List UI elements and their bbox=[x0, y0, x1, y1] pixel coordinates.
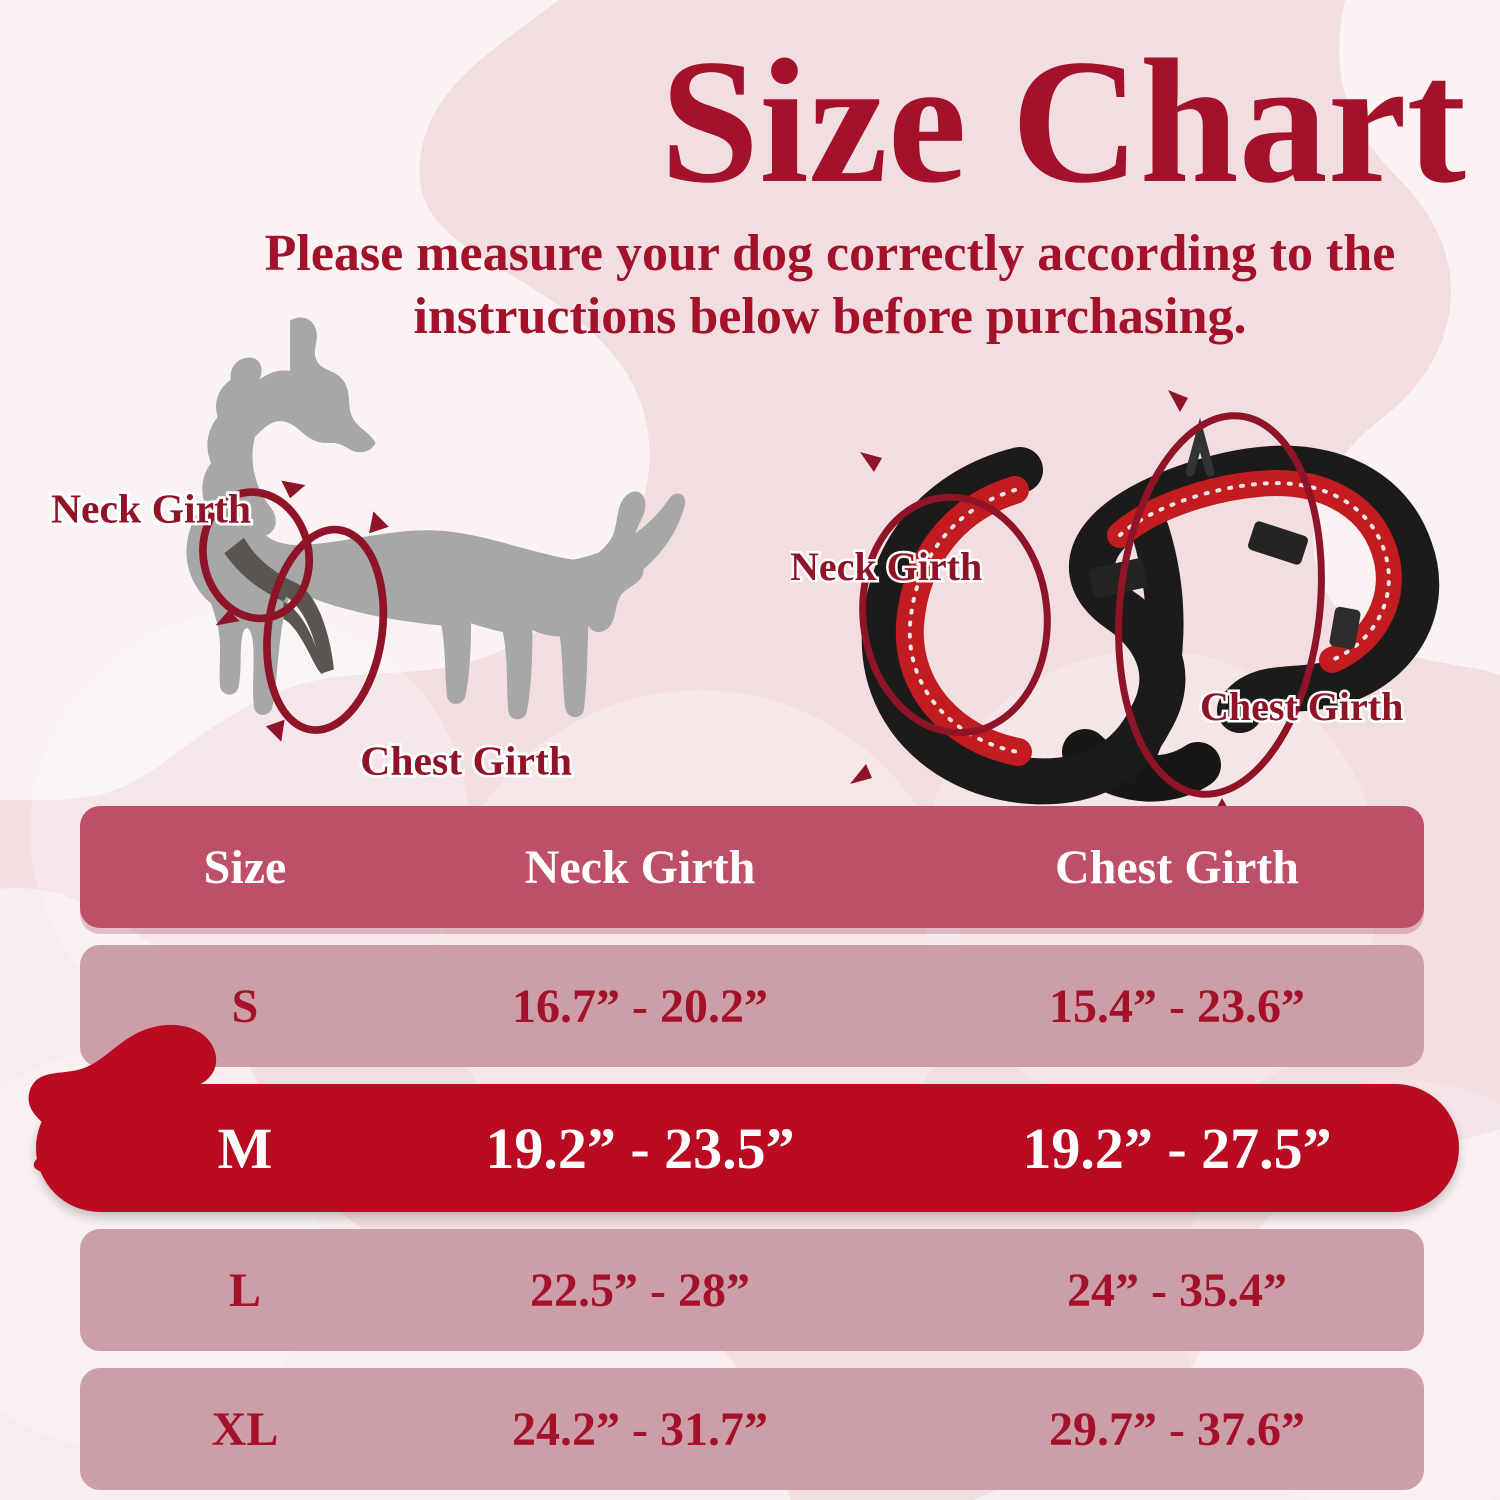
svg-text:Chest Girth: Chest Girth bbox=[1200, 684, 1403, 729]
svg-text:Neck Girth: Neck Girth bbox=[790, 544, 982, 589]
svg-text:Neck Girth: Neck Girth bbox=[51, 486, 251, 532]
svg-text:Chest Girth: Chest Girth bbox=[360, 739, 572, 785]
